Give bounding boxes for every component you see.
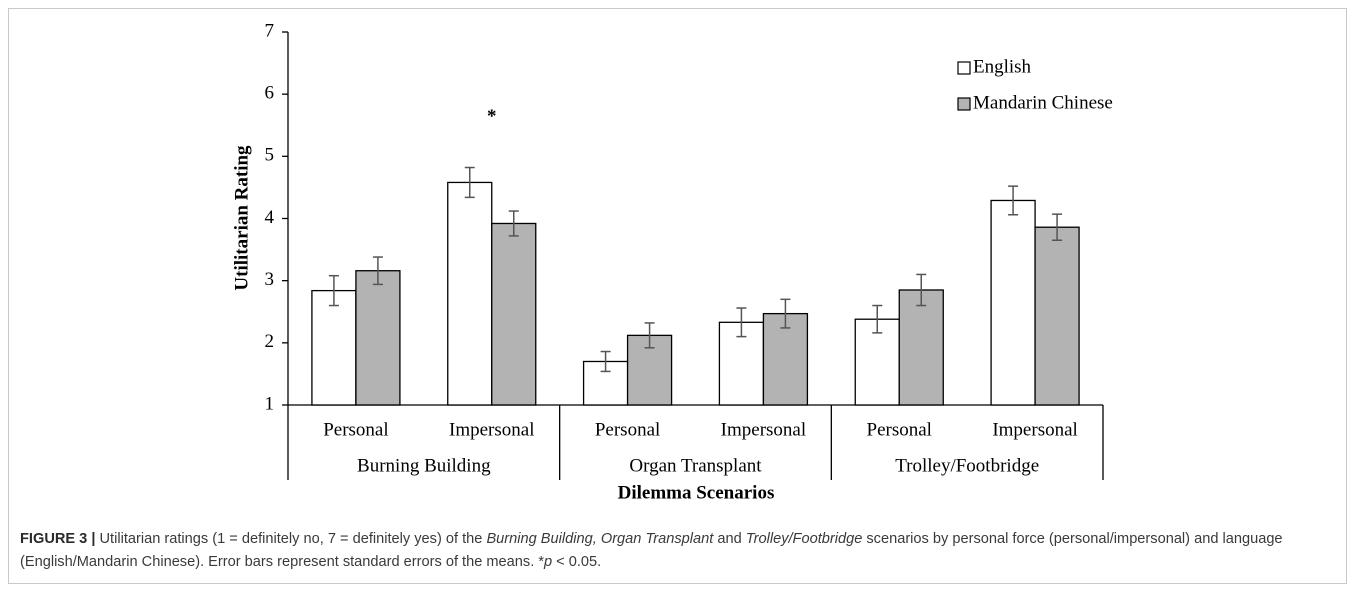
legend-label: Mandarin Chinese — [973, 92, 1113, 113]
caption-label: FIGURE 3 | — [20, 531, 96, 547]
x-tick-label: Personal — [867, 419, 932, 440]
y-tick-label: 6 — [265, 83, 275, 104]
bar — [1034, 226, 1080, 406]
caption-text: Trolley/Footbridge — [745, 531, 863, 547]
y-tick-label: 4 — [265, 207, 275, 228]
x-tick-label: Personal — [323, 419, 388, 440]
bar — [898, 289, 944, 406]
y-tick-label: 1 — [265, 393, 275, 414]
bar — [447, 181, 493, 406]
annotation: * — [487, 106, 497, 127]
y-tick-label: 2 — [265, 331, 275, 352]
bar — [311, 289, 357, 406]
x-tick-label: Impersonal — [992, 419, 1077, 440]
group-label: Trolley/Footbridge — [895, 455, 1039, 476]
bar — [355, 270, 401, 406]
caption-text: and — [713, 531, 746, 547]
legend-swatch — [957, 61, 971, 75]
caption-text: scenarios by personal force (personal/im… — [20, 531, 1283, 570]
bar — [491, 222, 537, 406]
y-tick-label: 3 — [265, 269, 275, 290]
x-tick-label: Impersonal — [721, 419, 806, 440]
legend-label: English — [973, 56, 1032, 77]
chart: Utilitarian Rating Dilemma Scenarios 1 2 3… — [231, 20, 1113, 503]
caption-text: Burning Building, Organ Transplant — [486, 531, 714, 547]
bar — [990, 199, 1036, 406]
figure-frame — [8, 8, 1347, 584]
legend-swatch — [957, 97, 971, 111]
x-tick-label: Personal — [595, 419, 660, 440]
y-axis-label: Utilitarian Rating — [231, 145, 252, 291]
y-tick-label: 5 — [265, 145, 275, 166]
group-label: Burning Building — [357, 455, 491, 476]
caption-text: < 0.05. — [552, 554, 602, 570]
y-tick-label: 7 — [265, 20, 275, 41]
caption-text: p — [544, 554, 553, 570]
caption-text: Utilitarian ratings (1 = definitely no, … — [95, 531, 487, 547]
group-label: Organ Transplant — [629, 455, 762, 476]
x-tick-label: Impersonal — [449, 419, 534, 440]
x-axis-label: Dilemma Scenarios — [618, 482, 775, 503]
bar — [762, 312, 809, 406]
caption: FIGURE 3 | Utilitarian ratings (1 = defi… — [20, 528, 1335, 574]
